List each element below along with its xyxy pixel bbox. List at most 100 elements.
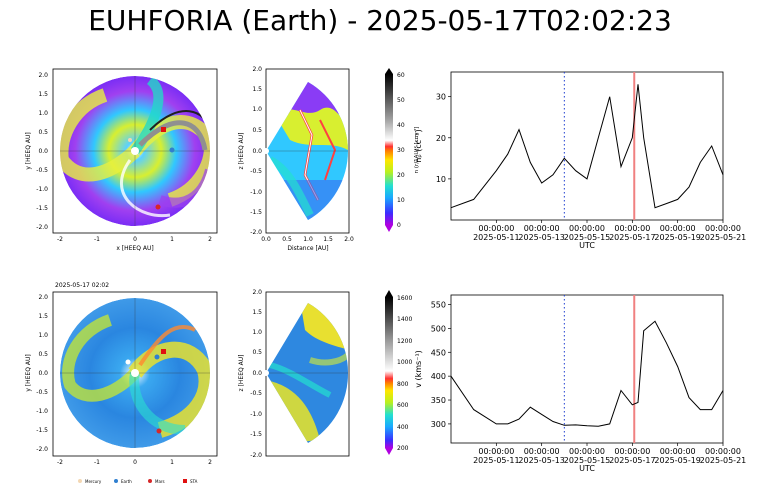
x-tick-date-label: 2025-05-13 <box>518 233 565 242</box>
svg-text:0: 0 <box>133 459 137 466</box>
svg-text:-0.5: -0.5 <box>250 390 262 397</box>
x-tick-date-label: 2025-05-15 <box>564 233 611 242</box>
meridional-xticks: 0.0 0.5 1.0 1.5 2.0 <box>261 236 354 243</box>
svg-text:1.0: 1.0 <box>38 332 48 339</box>
mercury-marker <box>125 359 131 365</box>
y-tick-label: 400 <box>431 372 446 381</box>
meridional-speed-yticks: 2.0 1.5 1.0 0.5 0.0 -0.5 -1.0 -1.5 -2.0 <box>250 289 262 459</box>
y-tick-label: 10 <box>436 175 446 184</box>
series-line <box>450 84 724 209</box>
svg-text:50: 50 <box>397 97 405 104</box>
x-tick-date-label: 2025-05-19 <box>654 456 701 465</box>
x-tick-date-label: 2025-05-11 <box>473 456 520 465</box>
svg-text:Mars: Mars <box>155 479 165 484</box>
x-tick-time-label: 00:00:00 <box>705 447 741 456</box>
svg-text:1.0: 1.0 <box>38 110 48 117</box>
x-tick-date-label: 2025-05-21 <box>700 456 747 465</box>
y-tick-label: 450 <box>431 348 446 357</box>
x-tick-time-label: 00:00:00 <box>524 224 560 233</box>
svg-text:0: 0 <box>397 222 401 229</box>
density-timeseries: 10203000:00:002025-05-1100:00:002025-05-… <box>414 71 746 250</box>
svg-text:-1: -1 <box>94 459 100 466</box>
x-tick-time-label: 00:00:00 <box>705 224 741 233</box>
svg-text:1.5: 1.5 <box>38 91 48 98</box>
svg-text:-1.0: -1.0 <box>250 411 262 418</box>
svg-text:0.0: 0.0 <box>38 370 48 377</box>
sun-marker <box>131 147 139 155</box>
x-tick-date-label: 2025-05-17 <box>609 456 656 465</box>
svg-text:1.5: 1.5 <box>252 86 262 93</box>
ts-ylabel: nₚ (cc⁻³) <box>414 129 423 163</box>
svg-text:-1.5: -1.5 <box>250 209 262 216</box>
svg-text:-2: -2 <box>57 236 63 243</box>
x-tick-time-label: 00:00:00 <box>660 224 696 233</box>
svg-text:1.0: 1.0 <box>303 236 313 243</box>
svg-text:-2.0: -2.0 <box>250 229 262 236</box>
svg-text:1400: 1400 <box>397 316 412 323</box>
svg-text:0.0: 0.0 <box>38 148 48 155</box>
svg-text:0.0: 0.0 <box>252 370 262 377</box>
x-tick-time-label: 00:00:00 <box>524 447 560 456</box>
svg-text:200: 200 <box>397 445 409 452</box>
speed-colorbar: 1600 1400 1200 1000 800 600 400 200 <box>385 290 412 455</box>
svg-text:2.0: 2.0 <box>38 294 48 301</box>
x-tick-time-label: 00:00:00 <box>478 447 514 456</box>
svg-text:-1.0: -1.0 <box>250 189 262 196</box>
equatorial-ylabel: y [HEEQ AU] <box>25 132 32 169</box>
svg-text:30: 30 <box>397 147 405 154</box>
y-tick-label: 30 <box>436 93 446 102</box>
timestamp-label: 2025-05-17 02:02 <box>55 282 109 289</box>
svg-text:400: 400 <box>397 424 409 431</box>
svg-text:1000: 1000 <box>397 359 412 366</box>
svg-text:STA: STA <box>190 479 198 484</box>
svg-text:0.5: 0.5 <box>252 127 262 134</box>
meridional-speed-panel: 2.0 1.5 1.0 0.5 0.0 -0.5 -1.0 -1.5 -2.0 … <box>238 289 350 459</box>
svg-text:2.0: 2.0 <box>252 66 262 73</box>
x-tick-time-label: 00:00:00 <box>569 447 605 456</box>
svg-text:800: 800 <box>397 381 409 388</box>
x-tick-date-label: 2025-05-15 <box>564 456 611 465</box>
y-tick-label: 500 <box>431 324 446 333</box>
equatorial-speed-panel: 2.0 1.5 1.0 0.5 0.0 -0.5 -1.0 -1.5 -2.0 … <box>25 291 218 466</box>
ts-ylabel: v (kms⁻¹) <box>414 350 423 388</box>
svg-text:-1.5: -1.5 <box>250 431 262 438</box>
svg-text:2.0: 2.0 <box>252 289 262 296</box>
svg-text:-2.0: -2.0 <box>36 224 48 231</box>
svg-text:-2.0: -2.0 <box>250 452 262 459</box>
x-tick-date-label: 2025-05-19 <box>654 233 701 242</box>
svg-text:-1.0: -1.0 <box>36 186 48 193</box>
equatorial-speed-xticks: -2 -1 0 1 2 <box>57 459 212 466</box>
svg-text:0.5: 0.5 <box>252 349 262 356</box>
svg-text:1.5: 1.5 <box>323 236 333 243</box>
density-colorbar: 60 50 40 30 20 10 0 n (r/1AU)² [cm⁻³] <box>385 68 420 232</box>
svg-text:Mercury: Mercury <box>85 479 102 484</box>
mars-marker <box>156 428 162 434</box>
equatorial-xlabel: x [HEEQ AU] <box>116 245 153 252</box>
meridional-yticks: 2.0 1.5 1.0 0.5 0.0 -0.5 -1.0 -1.5 -2.0 <box>250 66 262 236</box>
svg-text:2: 2 <box>208 236 212 243</box>
svg-text:0.5: 0.5 <box>282 236 292 243</box>
svg-text:1.0: 1.0 <box>252 106 262 113</box>
svg-text:40: 40 <box>397 122 405 129</box>
meridional-ylabel: z [HEEQ AU] <box>238 133 245 170</box>
planet-legend: Mercury Earth Mars STA <box>78 479 198 484</box>
svg-text:-1.0: -1.0 <box>36 408 48 415</box>
ts-xlabel: UTC <box>579 464 595 473</box>
svg-text:1: 1 <box>170 236 174 243</box>
svg-text:0.5: 0.5 <box>38 129 48 136</box>
svg-text:0: 0 <box>133 236 137 243</box>
svg-text:0.0: 0.0 <box>261 236 271 243</box>
sta-marker <box>161 127 166 132</box>
equatorial-speed-ylabel: y [HEEQ AU] <box>25 354 32 391</box>
svg-text:600: 600 <box>397 402 409 409</box>
y-tick-label: 350 <box>431 396 446 405</box>
svg-text:1.5: 1.5 <box>252 309 262 316</box>
svg-text:2: 2 <box>208 459 212 466</box>
x-tick-time-label: 00:00:00 <box>614 224 650 233</box>
svg-text:-2.0: -2.0 <box>36 446 48 453</box>
ts-frame <box>450 294 724 444</box>
svg-text:-2: -2 <box>57 459 63 466</box>
meridional-xlabel: Distance [AU] <box>287 245 328 252</box>
svg-text:1: 1 <box>170 459 174 466</box>
equatorial-density-panel: 2.0 1.5 1.0 0.5 0.0 -0.5 -1.0 -1.5 -2.0 … <box>25 68 218 252</box>
